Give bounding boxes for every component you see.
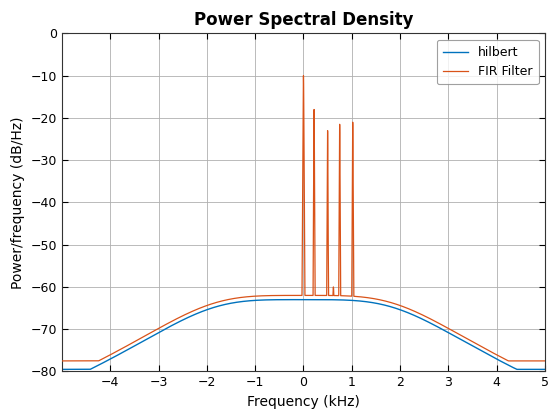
FIR Filter bbox=[542, 358, 548, 363]
FIR Filter bbox=[300, 73, 307, 78]
hilbert bbox=[59, 367, 66, 372]
hilbert bbox=[542, 367, 548, 372]
hilbert bbox=[300, 297, 307, 302]
X-axis label: Frequency (kHz): Frequency (kHz) bbox=[247, 395, 360, 409]
hilbert bbox=[248, 298, 254, 303]
hilbert bbox=[301, 297, 308, 302]
FIR Filter bbox=[413, 310, 419, 315]
Y-axis label: Power/frequency (dB/Hz): Power/frequency (dB/Hz) bbox=[11, 116, 25, 289]
FIR Filter bbox=[248, 294, 254, 299]
Line: FIR Filter: FIR Filter bbox=[62, 76, 545, 361]
Line: hilbert: hilbert bbox=[62, 299, 545, 369]
Title: Power Spectral Density: Power Spectral Density bbox=[194, 11, 413, 29]
FIR Filter bbox=[508, 358, 515, 363]
FIR Filter bbox=[59, 358, 66, 363]
hilbert bbox=[508, 364, 515, 369]
FIR Filter bbox=[86, 358, 93, 363]
hilbert bbox=[86, 367, 93, 372]
hilbert bbox=[540, 367, 547, 372]
FIR Filter bbox=[540, 358, 547, 363]
FIR Filter bbox=[301, 279, 308, 284]
Legend: hilbert, FIR Filter: hilbert, FIR Filter bbox=[437, 40, 539, 84]
hilbert bbox=[413, 314, 419, 319]
